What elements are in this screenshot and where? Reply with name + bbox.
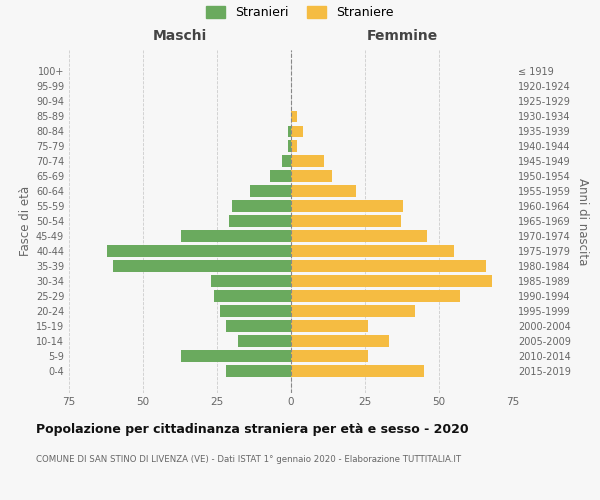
- Bar: [288, 140, 291, 152]
- Bar: [226, 320, 291, 332]
- Bar: [291, 186, 356, 197]
- Bar: [282, 156, 291, 167]
- Bar: [214, 290, 291, 302]
- Bar: [270, 170, 291, 182]
- Bar: [181, 350, 291, 362]
- Bar: [291, 336, 389, 347]
- Bar: [113, 260, 291, 272]
- Bar: [238, 336, 291, 347]
- Y-axis label: Anni di nascita: Anni di nascita: [576, 178, 589, 265]
- Bar: [220, 306, 291, 317]
- Bar: [291, 276, 492, 287]
- Bar: [291, 216, 401, 227]
- Bar: [291, 365, 424, 377]
- Bar: [291, 260, 487, 272]
- Bar: [232, 200, 291, 212]
- Bar: [291, 246, 454, 257]
- Text: Femmine: Femmine: [367, 28, 437, 42]
- Text: Popolazione per cittadinanza straniera per età e sesso - 2020: Popolazione per cittadinanza straniera p…: [36, 422, 469, 436]
- Text: COMUNE DI SAN STINO DI LIVENZA (VE) - Dati ISTAT 1° gennaio 2020 - Elaborazione : COMUNE DI SAN STINO DI LIVENZA (VE) - Da…: [36, 455, 461, 464]
- Bar: [229, 216, 291, 227]
- Bar: [291, 126, 303, 137]
- Bar: [291, 320, 368, 332]
- Bar: [250, 186, 291, 197]
- Bar: [291, 290, 460, 302]
- Bar: [291, 350, 368, 362]
- Bar: [211, 276, 291, 287]
- Bar: [226, 365, 291, 377]
- Bar: [291, 200, 403, 212]
- Bar: [291, 156, 323, 167]
- Bar: [291, 110, 297, 122]
- Bar: [107, 246, 291, 257]
- Bar: [291, 170, 332, 182]
- Bar: [291, 306, 415, 317]
- Bar: [291, 140, 297, 152]
- Y-axis label: Fasce di età: Fasce di età: [19, 186, 32, 256]
- Text: Maschi: Maschi: [153, 28, 207, 42]
- Bar: [291, 230, 427, 242]
- Bar: [288, 126, 291, 137]
- Bar: [181, 230, 291, 242]
- Legend: Stranieri, Straniere: Stranieri, Straniere: [202, 1, 398, 24]
